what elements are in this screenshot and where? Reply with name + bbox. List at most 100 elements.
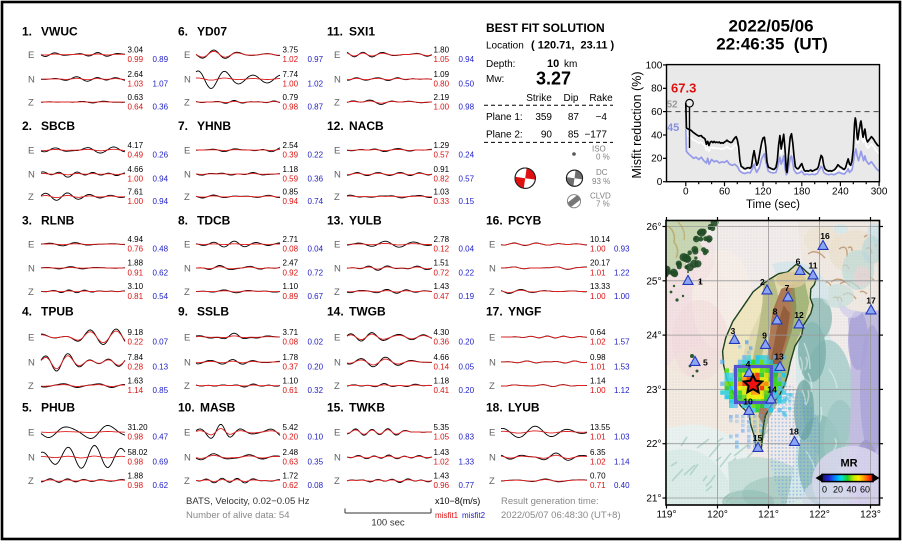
svg-text:2.: 2. xyxy=(22,119,32,133)
svg-text:Time (sec): Time (sec) xyxy=(746,199,800,211)
svg-text:MR: MR xyxy=(840,458,857,470)
svg-text:N: N xyxy=(334,453,341,464)
svg-text:1.00: 1.00 xyxy=(434,103,450,112)
svg-text:SBCB: SBCB xyxy=(41,119,75,133)
svg-text:0.19: 0.19 xyxy=(459,292,475,301)
svg-text:85: 85 xyxy=(568,130,580,141)
svg-text:0: 0 xyxy=(657,177,663,188)
svg-text:0.72: 0.72 xyxy=(434,268,450,277)
svg-text:misfit2: misfit2 xyxy=(462,511,486,520)
svg-text:1.00: 1.00 xyxy=(590,386,606,395)
svg-text:SXI1: SXI1 xyxy=(349,25,375,39)
svg-text:0.98: 0.98 xyxy=(128,433,144,442)
svg-text:240: 240 xyxy=(832,187,849,198)
svg-text:17: 17 xyxy=(866,296,876,306)
svg-text:9.18: 9.18 xyxy=(128,328,144,337)
svg-text:90: 90 xyxy=(541,130,553,141)
svg-text:E: E xyxy=(334,333,340,344)
svg-text:12: 12 xyxy=(794,310,804,320)
svg-text:13.: 13. xyxy=(327,214,344,228)
svg-text:0.98: 0.98 xyxy=(128,458,144,467)
svg-text:8: 8 xyxy=(773,307,778,317)
svg-text:0.10: 0.10 xyxy=(308,433,324,442)
svg-text:300: 300 xyxy=(871,187,888,198)
svg-text:Z: Z xyxy=(489,287,495,298)
svg-text:7.61: 7.61 xyxy=(128,187,144,196)
svg-text:10: 10 xyxy=(743,397,753,407)
svg-text:0.89: 0.89 xyxy=(283,292,299,301)
svg-text:13.55: 13.55 xyxy=(590,423,611,432)
svg-text:0.98: 0.98 xyxy=(128,481,144,490)
svg-text:20: 20 xyxy=(833,485,843,495)
svg-text:Z: Z xyxy=(28,476,34,487)
svg-text:3.75: 3.75 xyxy=(283,45,299,54)
svg-text:TWGB: TWGB xyxy=(349,305,386,319)
svg-text:0.13: 0.13 xyxy=(153,363,169,372)
svg-text:1.03: 1.03 xyxy=(128,80,144,89)
svg-text:1.22: 1.22 xyxy=(614,268,630,277)
svg-text:N: N xyxy=(184,358,191,369)
svg-text:121°: 121° xyxy=(758,510,779,521)
svg-text:E: E xyxy=(334,428,340,439)
svg-text:0.14: 0.14 xyxy=(434,363,450,372)
svg-text:Z: Z xyxy=(489,381,495,392)
svg-text:0.12: 0.12 xyxy=(434,245,450,254)
svg-text:1.05: 1.05 xyxy=(434,433,450,442)
svg-text:YNGF: YNGF xyxy=(508,305,541,319)
svg-text:Z: Z xyxy=(28,287,34,298)
svg-text:0.93: 0.93 xyxy=(614,245,630,254)
svg-text:0.08: 0.08 xyxy=(308,481,324,490)
svg-text:−4: −4 xyxy=(596,112,608,123)
svg-text:N: N xyxy=(28,358,35,369)
svg-text:93 %: 93 % xyxy=(592,177,610,186)
svg-text:0.26: 0.26 xyxy=(153,151,169,160)
svg-text:E: E xyxy=(184,428,190,439)
svg-text:22°: 22° xyxy=(646,439,661,450)
svg-text:E: E xyxy=(334,146,340,157)
svg-text:E: E xyxy=(489,333,495,344)
svg-text:18: 18 xyxy=(789,427,799,437)
svg-text:0.50: 0.50 xyxy=(459,80,475,89)
svg-text:NACB: NACB xyxy=(349,119,384,133)
svg-text:0.57: 0.57 xyxy=(434,151,450,160)
svg-text:67.3: 67.3 xyxy=(671,81,696,96)
svg-text:1.00: 1.00 xyxy=(590,245,606,254)
svg-text:6.: 6. xyxy=(178,25,188,39)
svg-text:0.94: 0.94 xyxy=(283,197,299,206)
svg-text:SSLB: SSLB xyxy=(197,305,229,319)
svg-text:0: 0 xyxy=(683,187,689,198)
svg-text:0.20: 0.20 xyxy=(459,338,475,347)
svg-text:0.20: 0.20 xyxy=(283,433,299,442)
svg-text:1.29: 1.29 xyxy=(434,141,450,150)
svg-text:0.71: 0.71 xyxy=(590,481,606,490)
svg-text:1.00: 1.00 xyxy=(614,292,630,301)
svg-text:Z: Z xyxy=(28,192,34,203)
svg-text:14: 14 xyxy=(767,385,777,395)
svg-text:Z: Z xyxy=(334,192,340,203)
svg-text:2.47: 2.47 xyxy=(283,259,299,268)
svg-text:1.01: 1.01 xyxy=(590,433,606,442)
svg-text:km: km xyxy=(564,59,577,70)
svg-text:N: N xyxy=(489,453,496,464)
svg-text:2.54: 2.54 xyxy=(283,141,299,150)
svg-text:E: E xyxy=(184,333,190,344)
svg-text:6: 6 xyxy=(796,257,801,267)
svg-text:0.54: 0.54 xyxy=(153,292,169,301)
svg-text:1.00: 1.00 xyxy=(590,292,606,301)
svg-text:0.82: 0.82 xyxy=(434,175,450,184)
svg-text:87: 87 xyxy=(568,112,580,123)
svg-text:0.63: 0.63 xyxy=(128,93,144,102)
svg-text:Z: Z xyxy=(184,192,190,203)
svg-text:3.10: 3.10 xyxy=(128,282,144,291)
svg-text:0.64: 0.64 xyxy=(590,328,606,337)
svg-text:1: 1 xyxy=(698,277,703,287)
svg-text:−177: −177 xyxy=(584,130,607,141)
svg-text:TDCB: TDCB xyxy=(197,214,231,228)
svg-text:N: N xyxy=(28,453,35,464)
svg-text:0.22: 0.22 xyxy=(459,268,475,277)
svg-text:1.51: 1.51 xyxy=(434,259,450,268)
svg-text:0.24: 0.24 xyxy=(459,151,475,160)
svg-text:22:46:35 (UT): 22:46:35 (UT) xyxy=(716,35,827,54)
svg-text:1.00: 1.00 xyxy=(128,197,144,206)
svg-text:1.88: 1.88 xyxy=(128,471,144,480)
